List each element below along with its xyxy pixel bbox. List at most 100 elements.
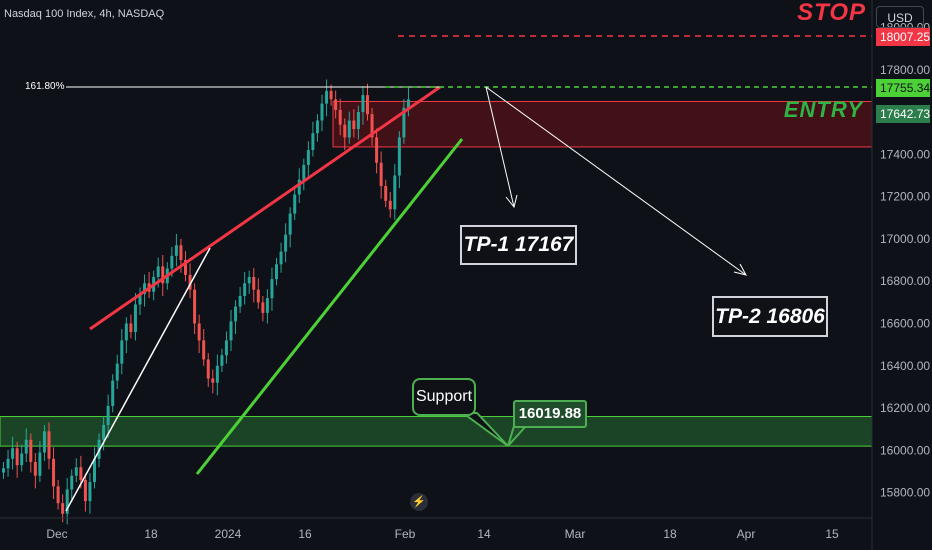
candle-body: [279, 251, 283, 265]
candle-body: [42, 431, 46, 453]
entry-price-label: 17642.73: [876, 105, 930, 123]
support-value-label: 16019.88: [513, 400, 587, 428]
trendlines: [65, 35, 872, 512]
x-tick-label: 2024: [215, 527, 242, 541]
candle-body: [11, 448, 15, 459]
support-callout: Support: [412, 378, 476, 416]
candle-body: [293, 194, 297, 214]
candle-body: [206, 359, 210, 379]
candle-body: [33, 461, 37, 476]
support-zone: [0, 416, 873, 447]
candle-body: [325, 90, 329, 104]
candle-body: [24, 439, 28, 454]
y-tick-label: 16800.00: [880, 274, 930, 288]
candle-body: [288, 213, 292, 235]
candle-body: [106, 405, 110, 425]
stop-price-label: 18007.25: [876, 28, 930, 46]
candle-body: [311, 133, 315, 151]
candle-body: [93, 458, 96, 483]
lightning-icon[interactable]: ⚡: [410, 493, 428, 511]
candle-body: [329, 90, 333, 100]
tp2-arrow-line: [485, 86, 747, 276]
candle-body: [179, 245, 183, 261]
y-tick-label: 17200.00: [880, 190, 930, 204]
support-trendline: [195, 138, 464, 475]
candle-body: [38, 452, 42, 476]
candle-body: [384, 186, 388, 201]
candle-body: [65, 489, 69, 514]
candle-body: [156, 266, 160, 277]
tp2-arrow-head: [733, 263, 747, 276]
zones: [0, 100, 873, 447]
tp1-box: TP-1 17167: [460, 225, 577, 265]
x-tick-label: 18: [144, 527, 158, 541]
candle-body: [302, 164, 306, 180]
candle-body: [297, 179, 301, 195]
candle-body: [338, 109, 342, 125]
candle-body: [197, 323, 201, 341]
symbol-title: Nasdaq 100 Index, 4h, NASDAQ: [4, 8, 165, 20]
candle-body: [79, 467, 83, 480]
candle-body: [366, 95, 369, 115]
candle-body: [379, 162, 383, 187]
y-tick-label: 16200.00: [880, 401, 930, 415]
y-tick-label: 15800.00: [880, 486, 930, 500]
candle-body: [370, 114, 374, 138]
candle-body: [406, 99, 410, 108]
candle-body: [284, 234, 288, 252]
candle-body: [229, 321, 233, 341]
candle-body: [124, 323, 128, 341]
tp1-arrow-head: [505, 194, 518, 209]
candle-body: [193, 289, 197, 324]
x-tick-label: Apr: [737, 527, 756, 541]
candle-body: [361, 95, 365, 113]
candle-body: [56, 486, 60, 504]
candle-body: [102, 424, 106, 440]
candle-body: [220, 355, 224, 366]
candle-body: [347, 120, 351, 138]
candle-body: [256, 289, 260, 303]
fib-level-label: 161.80%: [25, 81, 65, 92]
candle-body: [143, 283, 147, 294]
candle-body: [6, 458, 10, 469]
candle-body: [83, 479, 87, 502]
candle-body: [88, 482, 92, 502]
candle-body: [234, 306, 238, 322]
y-tick-label: 17400.00: [880, 147, 930, 161]
candle-body: [52, 458, 56, 487]
candle-body: [202, 340, 206, 360]
candle-body: [211, 378, 215, 383]
candle-body: [265, 298, 269, 313]
candle-body: [70, 475, 74, 490]
candle-body: [133, 304, 137, 332]
candle-body: [252, 276, 256, 290]
fib-extension-line: [65, 247, 211, 512]
candle-body: [261, 302, 265, 313]
entry-zone: [332, 100, 873, 148]
candle-body: [393, 175, 397, 210]
candle-body: [388, 200, 392, 210]
candle-body: [29, 439, 33, 462]
candle-body: [320, 103, 324, 121]
candle-body: [243, 283, 247, 296]
candle-body: [184, 260, 187, 275]
candle-body: [397, 137, 401, 176]
candle-body: [15, 448, 19, 466]
y-tick-label: 17800.00: [880, 63, 930, 77]
y-tick-label: 16400.00: [880, 359, 930, 373]
tp2-box: TP-2 16806: [712, 296, 828, 337]
stop-label: STOP: [797, 0, 866, 26]
candle-body: [375, 137, 379, 163]
tp1-arrow-line: [485, 86, 515, 208]
candle-body: [356, 112, 360, 129]
y-tick-label: 17000.00: [880, 232, 930, 246]
entry-top-price-label: 17755.34: [876, 79, 930, 97]
currency-button[interactable]: USD: [876, 6, 924, 28]
candle-body: [343, 124, 347, 138]
candle-body: [238, 296, 242, 307]
candles: [2, 79, 410, 525]
candle-body: [224, 340, 228, 356]
candle-body: [2, 468, 5, 473]
entry-label: ENTRY: [783, 97, 863, 122]
